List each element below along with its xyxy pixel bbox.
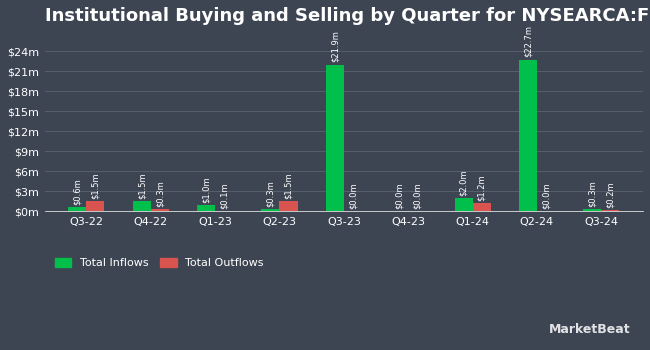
Text: $1.0m: $1.0m (202, 176, 211, 203)
Bar (601, 210, 619, 211)
Text: $0.0m: $0.0m (541, 183, 551, 209)
Bar (68, 207, 86, 211)
Bar (583, 209, 601, 211)
Text: $0.3m: $0.3m (155, 181, 164, 207)
Bar (197, 204, 215, 211)
Text: $0.0m: $0.0m (413, 183, 422, 209)
Text: $2.0m: $2.0m (459, 169, 468, 196)
Bar (151, 209, 169, 211)
Bar (519, 60, 537, 211)
Text: Institutional Buying and Selling by Quarter for NYSEARCA:FIVA: Institutional Buying and Selling by Quar… (45, 7, 650, 25)
Text: $1.2m: $1.2m (477, 175, 486, 201)
Text: $1.5m: $1.5m (91, 173, 100, 199)
Bar (280, 201, 298, 211)
Text: $0.6m: $0.6m (73, 178, 82, 205)
Text: $0.2m: $0.2m (606, 181, 615, 208)
Text: MarketBeat: MarketBeat (549, 323, 630, 336)
Text: $1.5m: $1.5m (137, 173, 146, 199)
Text: $0.1m: $0.1m (220, 182, 229, 209)
Text: $0.3m: $0.3m (588, 181, 597, 207)
Legend: Total Inflows, Total Outflows: Total Inflows, Total Outflows (50, 253, 268, 273)
Text: $0.0m: $0.0m (395, 183, 404, 209)
Bar (473, 203, 491, 211)
Bar (261, 209, 280, 211)
Text: $0.0m: $0.0m (348, 183, 358, 209)
Text: $0.3m: $0.3m (266, 181, 275, 207)
Bar (86, 201, 105, 211)
Bar (326, 65, 344, 211)
Bar (133, 201, 151, 211)
Text: $1.5m: $1.5m (284, 173, 293, 199)
Text: $21.9m: $21.9m (330, 30, 339, 62)
Bar (454, 198, 473, 211)
Text: $22.7m: $22.7m (523, 25, 532, 57)
